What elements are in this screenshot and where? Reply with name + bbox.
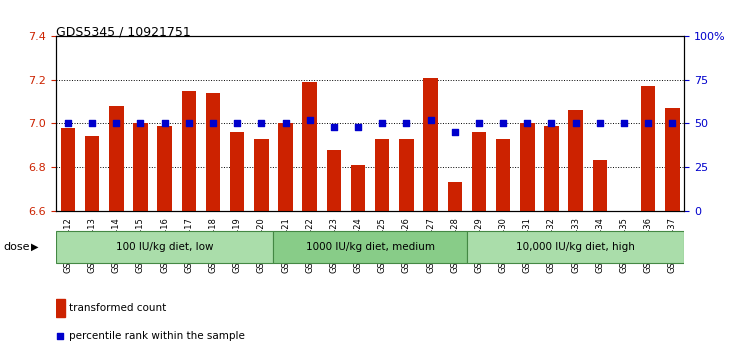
Bar — [496, 139, 510, 211]
Bar — [56, 231, 274, 263]
Bar — [467, 231, 684, 263]
Bar — [545, 126, 559, 211]
Bar — [303, 82, 317, 211]
Point — [328, 124, 340, 130]
Point — [135, 121, 147, 126]
Bar — [133, 123, 148, 211]
Point — [352, 124, 364, 130]
Bar — [158, 126, 172, 211]
Point — [449, 129, 461, 135]
Text: 1000 IU/kg diet, medium: 1000 IU/kg diet, medium — [306, 242, 434, 252]
Point — [425, 117, 437, 123]
Bar — [423, 78, 438, 211]
Point — [183, 121, 195, 126]
Bar — [400, 139, 414, 211]
Point — [545, 121, 557, 126]
Bar — [278, 123, 293, 211]
Bar — [568, 110, 583, 211]
Bar — [230, 132, 245, 211]
Bar — [327, 150, 341, 211]
Point — [473, 121, 485, 126]
Text: GDS5345 / 10921751: GDS5345 / 10921751 — [56, 25, 190, 38]
Text: percentile rank within the sample: percentile rank within the sample — [68, 331, 245, 341]
Bar — [182, 91, 196, 211]
Bar — [85, 136, 100, 211]
Text: 100 IU/kg diet, low: 100 IU/kg diet, low — [116, 242, 214, 252]
Bar — [254, 139, 269, 211]
Bar — [520, 123, 535, 211]
Point — [86, 121, 98, 126]
Point — [667, 121, 679, 126]
Bar — [641, 86, 655, 211]
Bar — [274, 231, 467, 263]
Point — [522, 121, 533, 126]
Point — [570, 121, 582, 126]
Point — [376, 121, 388, 126]
Bar — [665, 108, 680, 211]
Text: ▶: ▶ — [31, 242, 39, 252]
Point — [207, 121, 219, 126]
Point — [400, 121, 412, 126]
Bar — [109, 106, 124, 211]
Point — [618, 121, 630, 126]
Point — [158, 121, 170, 126]
Point — [231, 121, 243, 126]
Bar — [351, 165, 365, 211]
Point — [280, 121, 292, 126]
Text: dose: dose — [4, 242, 31, 252]
Point — [255, 121, 267, 126]
Bar — [375, 139, 390, 211]
Point — [497, 121, 509, 126]
Point — [54, 333, 66, 339]
Bar — [61, 128, 75, 211]
Bar — [593, 160, 607, 211]
Bar — [56, 299, 65, 317]
Point — [110, 121, 122, 126]
Point — [304, 117, 315, 123]
Bar — [206, 93, 220, 211]
Text: 10,000 IU/kg diet, high: 10,000 IU/kg diet, high — [516, 242, 635, 252]
Bar — [472, 132, 487, 211]
Point — [594, 121, 606, 126]
Bar — [448, 182, 462, 211]
Text: transformed count: transformed count — [68, 303, 166, 313]
Point — [62, 121, 74, 126]
Point — [642, 121, 654, 126]
